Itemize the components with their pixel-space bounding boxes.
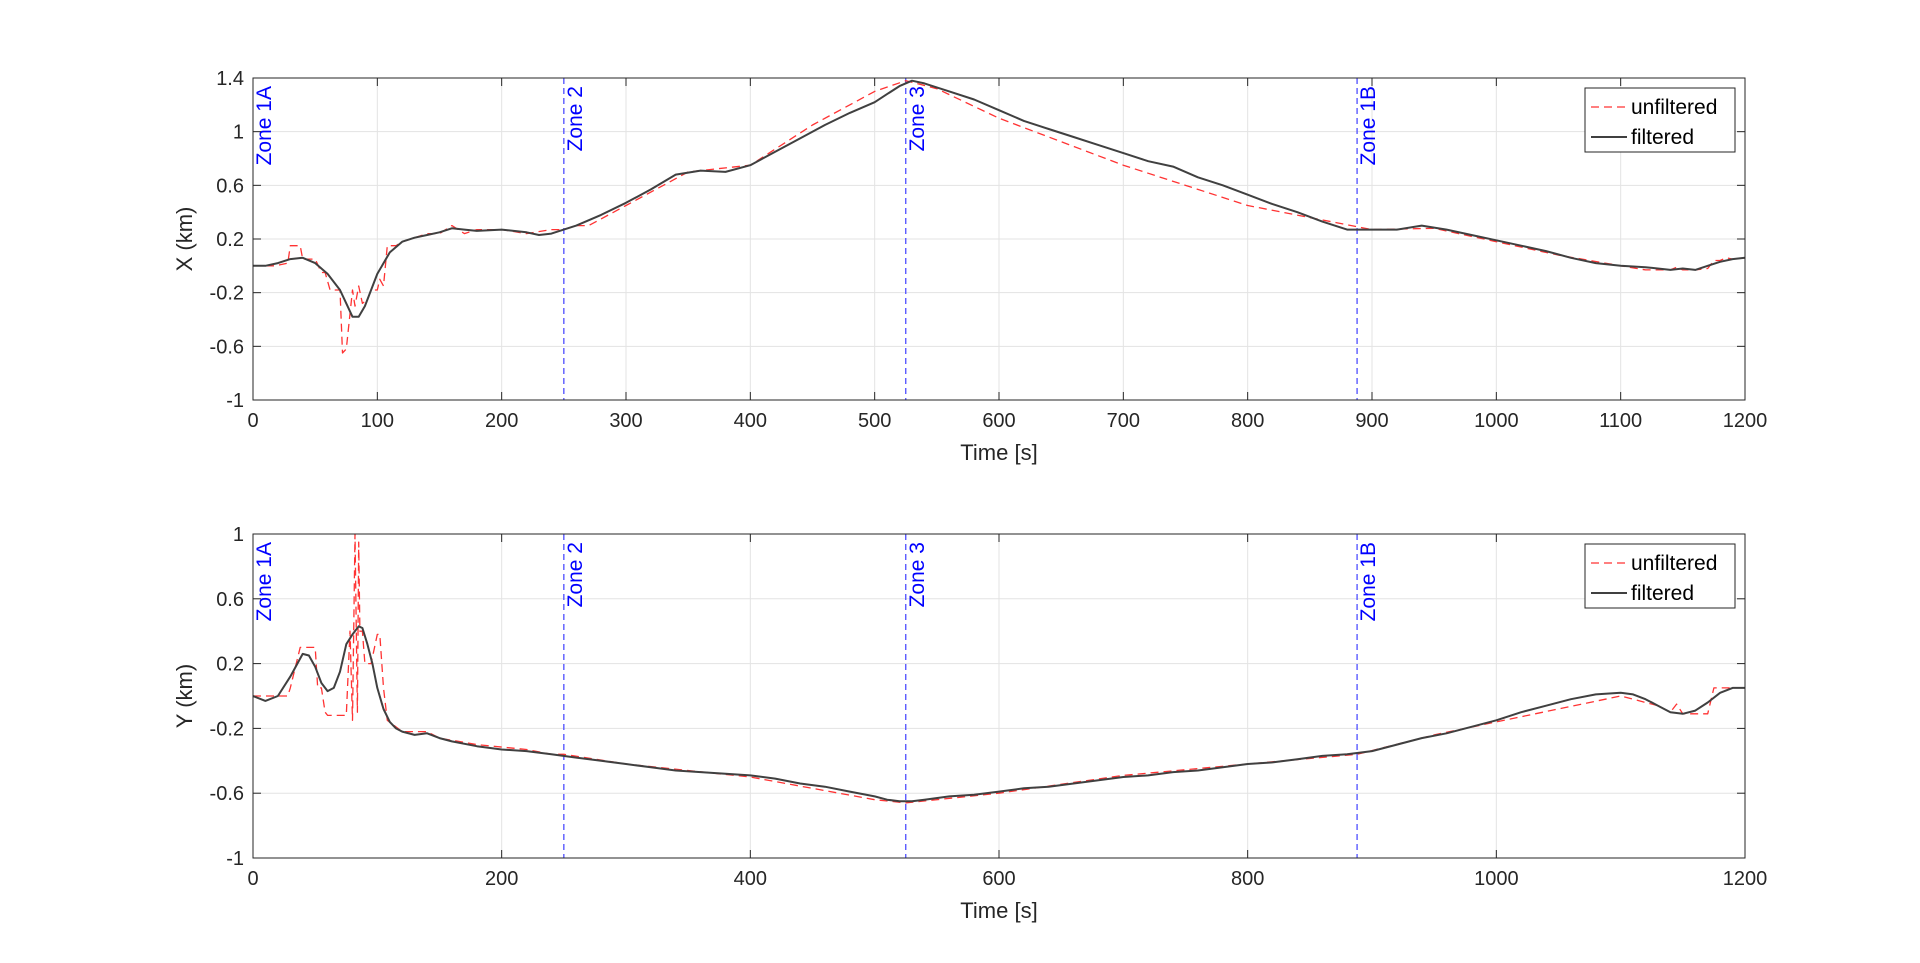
y-tick-label: -1 (226, 848, 244, 870)
x-tick-label: 100 (361, 410, 394, 432)
legend-label-filtered: filtered (1631, 582, 1694, 605)
x-tick-label: 1200 (1723, 868, 1768, 890)
x-tick-label: 500 (858, 410, 891, 432)
zone-label: Zone 1A (253, 542, 276, 621)
zone-label: Zone 2 (564, 86, 587, 151)
x-tick-label: 900 (1355, 410, 1388, 432)
zone-label: Zone 2 (564, 542, 587, 607)
y-tick-label: -0.6 (210, 336, 244, 358)
zone-label: Zone 3 (906, 86, 929, 151)
y-tick-label: 0.6 (216, 589, 244, 611)
zone-label: Zone 1A (253, 86, 276, 165)
series-line-filtered (253, 625, 1745, 803)
y-tick-label: 0.2 (216, 229, 244, 251)
legend-label-filtered: filtered (1631, 126, 1694, 149)
zone-label: Zone 1B (1357, 542, 1380, 621)
x-tick-label: 1200 (1723, 410, 1768, 432)
y-tick-label: 0.6 (216, 175, 244, 197)
chart-panel-2: Zone 1A Zone 2 Zone 3 Zone 1B 0 200 400 600 800 1… (172, 524, 1767, 923)
y-tick-label: -0.2 (210, 283, 244, 305)
x-tick-label: 1100 (1599, 410, 1642, 432)
legend: unfiltered filtered (1584, 543, 1736, 609)
x-axis-label: Time [s] (960, 898, 1037, 923)
x-tick-label: 1000 (1474, 868, 1519, 890)
y-tick-label: 0.2 (216, 654, 244, 676)
y-tick-label: -1 (226, 390, 244, 412)
x-tick-label: 200 (485, 410, 518, 432)
y-axis-label: X (km) (172, 207, 197, 272)
x-tick-label: 800 (1231, 868, 1264, 890)
x-tick-label: 800 (1231, 410, 1264, 432)
y-tick-label: -0.6 (210, 783, 244, 805)
x-axis-label: Time [s] (960, 440, 1037, 465)
y-tick-label: -0.2 (210, 718, 244, 740)
legend-label-unfiltered: unfiltered (1631, 96, 1717, 119)
chart-panel-1: Zone 1A Zone 2 Zone 3 Zone 1B 0 100 200 300 400 5… (172, 68, 1767, 465)
x-tick-label: 0 (247, 868, 258, 890)
x-tick-label: 300 (609, 410, 642, 432)
legend-box (1584, 543, 1736, 609)
zone-label: Zone 3 (906, 542, 929, 607)
zone-label: Zone 1B (1357, 86, 1380, 165)
x-tick-label: 400 (734, 410, 767, 432)
legend: unfiltered filtered (1584, 87, 1736, 153)
x-tick-label: 0 (247, 410, 258, 432)
y-axis-label: Y (km) (172, 664, 197, 728)
series-line-filtered (253, 79, 1745, 318)
y-tick-label: 1 (233, 524, 244, 546)
x-tick-label: 600 (982, 410, 1015, 432)
x-tick-label: 400 (734, 868, 767, 890)
x-tick-label: 700 (1107, 410, 1140, 432)
x-tick-label: 200 (485, 868, 518, 890)
legend-box (1584, 87, 1736, 153)
legend-label-unfiltered: unfiltered (1631, 552, 1717, 575)
y-tick-label: 1.4 (216, 68, 244, 90)
x-tick-label: 600 (982, 868, 1015, 890)
x-tick-label: 1000 (1474, 410, 1519, 432)
y-tick-label: 1 (233, 122, 244, 144)
